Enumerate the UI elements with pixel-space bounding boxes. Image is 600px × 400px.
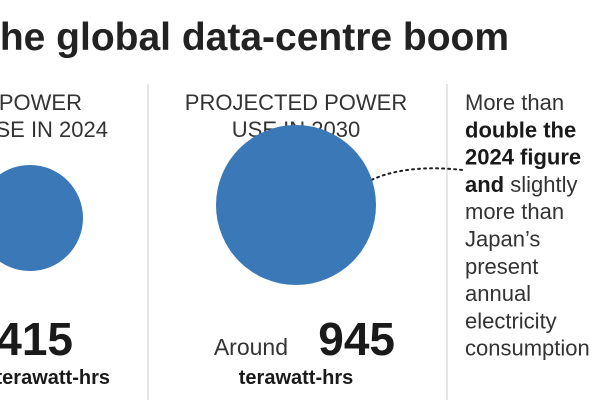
annotation-text: present <box>465 254 538 279</box>
annotation-line: More than <box>465 90 564 115</box>
annotation-text: 2024 figure <box>465 145 581 170</box>
category-label: PROJECTED POWER <box>185 90 407 115</box>
annotation-text: Japan’s <box>465 227 540 252</box>
value-prefix: Around <box>214 334 288 360</box>
annotation-text: More than <box>465 90 564 115</box>
annotation-line: more than <box>465 199 564 224</box>
unit-label: terawatt-hrs <box>239 367 353 389</box>
annotation-text: consumption <box>465 336 590 361</box>
annotation-line: 2024 figure <box>465 145 581 170</box>
unit-label: terawatt-hrs <box>0 367 110 389</box>
annotation-line: Japan’s <box>465 227 540 252</box>
bubble <box>216 125 376 285</box>
annotation-text: annual <box>465 281 531 306</box>
value-label: 945 <box>318 313 395 365</box>
category-label: USE IN 2024 <box>0 117 108 142</box>
annotation-line: present <box>465 254 538 279</box>
annotation-line: consumption <box>465 336 590 361</box>
annotation-text: and <box>465 172 504 197</box>
value-label: 415 <box>0 313 73 365</box>
annotation-line: annual <box>465 281 531 306</box>
annotation-text: double the <box>465 117 576 142</box>
annotation-line: electricity <box>465 308 557 333</box>
annotation-line: double the <box>465 117 576 142</box>
annotation-line: and slightly <box>465 172 577 197</box>
annotation-text: electricity <box>465 308 557 333</box>
chart-title: The global data-centre boom <box>0 16 509 59</box>
bubble <box>0 165 83 271</box>
category-label: POWER <box>0 90 82 115</box>
annotation-text: more than <box>465 199 564 224</box>
annotation-text: slightly <box>504 172 577 197</box>
